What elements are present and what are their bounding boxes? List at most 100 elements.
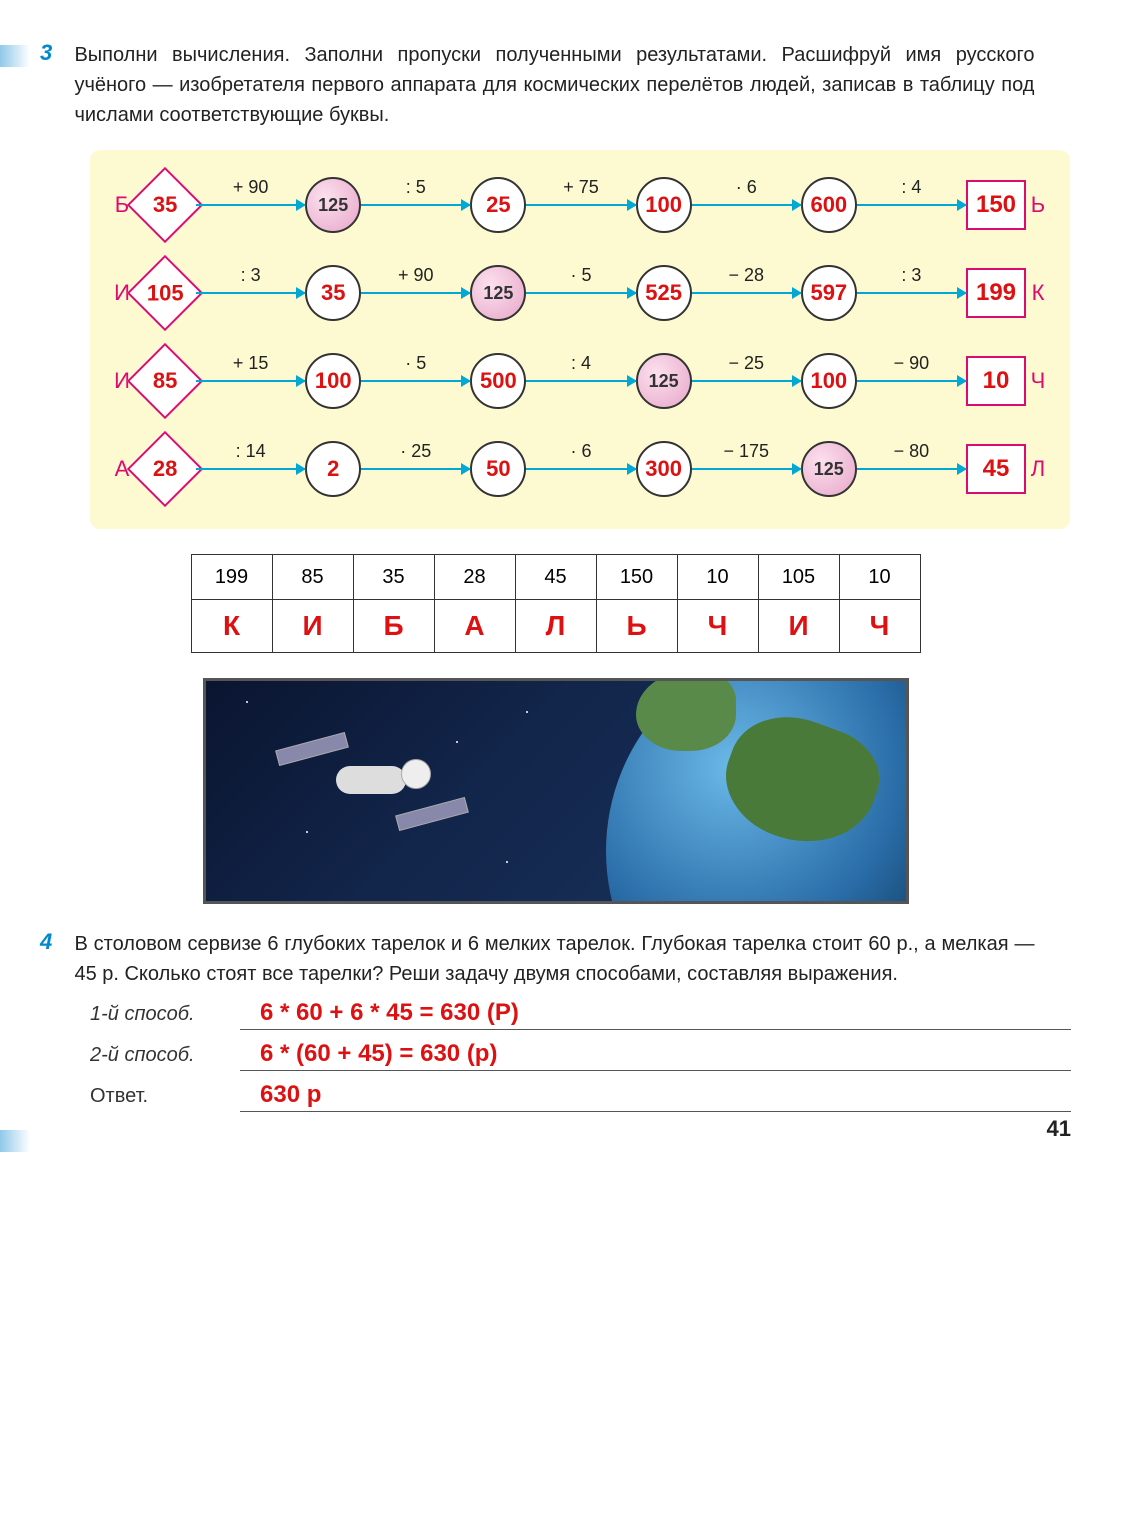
chain-circle: 35 (305, 265, 361, 321)
chain-arrow: + 15 (196, 361, 305, 401)
task-3-text: Выполни вычисления. Заполни пропуски пол… (74, 40, 1034, 130)
task-4-number: 4 (40, 929, 70, 955)
chain-arrow: : 4 (526, 361, 635, 401)
chain-operation: : 4 (857, 177, 966, 198)
chain-arrow: − 80 (857, 449, 966, 489)
chain-row: А28: 142· 2550· 6300− 175125− 8045Л (110, 439, 1050, 499)
chain-circle: 600 (801, 177, 857, 233)
chain-arrow: − 90 (857, 361, 966, 401)
final-answer: 630 р (240, 1081, 1071, 1112)
chain-circle: 50 (470, 441, 526, 497)
decode-letter-cell: Б (353, 600, 434, 653)
chain-operation: · 6 (692, 177, 801, 198)
chain-row: Б35+ 90125: 525+ 75100· 6600: 4150Ь (110, 175, 1050, 235)
method-2-label: 2-й способ. (90, 1044, 240, 1067)
chain-end-letter: Ь (1026, 192, 1050, 218)
task-4: 4 В столовом сервизе 6 глубоких тарелок … (40, 929, 1071, 989)
chain-operation: + 75 (526, 177, 635, 198)
chain-end-letter: Ч (1026, 368, 1050, 394)
decode-num-cell: 10 (839, 555, 920, 600)
chain-operation: + 15 (196, 353, 305, 374)
chain-circle-pink: 125 (636, 353, 692, 409)
decode-letter-cell: К (191, 600, 272, 653)
chain-operation: − 28 (692, 265, 801, 286)
decode-letter-cell: И (758, 600, 839, 653)
chain-operation: · 5 (361, 353, 470, 374)
chain-circle: 2 (305, 441, 361, 497)
decode-letter-cell: Ч (839, 600, 920, 653)
chain-arrow: : 5 (361, 185, 470, 225)
chain-diamond: 35 (127, 167, 203, 243)
decode-table: 199853528451501010510 КИБАЛЬЧИЧ (191, 554, 921, 653)
chain-operation: : 4 (526, 353, 635, 374)
chain-arrow: · 5 (361, 361, 470, 401)
chain-circle: 100 (305, 353, 361, 409)
chain-operation: − 175 (692, 441, 801, 462)
chain-diamond: 28 (127, 431, 203, 507)
chain-arrow: + 90 (361, 273, 470, 313)
chain-circle: 525 (636, 265, 692, 321)
space-illustration (203, 678, 909, 904)
chain-circle: 597 (801, 265, 857, 321)
chain-operation: + 90 (361, 265, 470, 286)
decode-num-cell: 35 (353, 555, 434, 600)
method-1-label: 1-й способ. (90, 1003, 240, 1026)
chain-operation: · 25 (361, 441, 470, 462)
task-3-number: 3 (40, 40, 70, 66)
decode-num-cell: 28 (434, 555, 515, 600)
chain-diamond: 105 (127, 255, 203, 331)
chain-operation: : 3 (857, 265, 966, 286)
page-number: 41 (1047, 1116, 1071, 1142)
chain-arrow: : 14 (196, 449, 305, 489)
chain-end-letter: К (1026, 280, 1050, 306)
chain-arrow: · 6 (692, 185, 801, 225)
method-1-line: 1-й способ. 6 * 60 + 6 * 45 = 630 (Р) (90, 999, 1071, 1030)
chain-row: И85+ 15100· 5500: 4125− 25100− 9010Ч (110, 351, 1050, 411)
method-2-line: 2-й способ. 6 * (60 + 45) = 630 (р) (90, 1040, 1071, 1071)
chain-arrow: · 5 (526, 273, 635, 313)
chain-arrow: · 6 (526, 449, 635, 489)
chain-arrow: + 75 (526, 185, 635, 225)
chain-operation: − 80 (857, 441, 966, 462)
chain-operation: + 90 (196, 177, 305, 198)
chain-circle-pink: 125 (801, 441, 857, 497)
task-3: 3 Выполни вычисления. Заполни пропуски п… (40, 40, 1071, 130)
task-4-text: В столовом сервизе 6 глубоких тарелок и … (74, 929, 1034, 989)
chain-operation: · 6 (526, 441, 635, 462)
chain-circle-pink: 125 (470, 265, 526, 321)
chain-row: И105: 335+ 90125· 5525− 28597: 3199К (110, 263, 1050, 323)
decode-letter-cell: А (434, 600, 515, 653)
chain-arrow: − 175 (692, 449, 801, 489)
chain-arrow: + 90 (196, 185, 305, 225)
chain-arrow: : 3 (857, 273, 966, 313)
chain-circle: 300 (636, 441, 692, 497)
decode-letter-cell: И (272, 600, 353, 653)
chain-circle: 100 (636, 177, 692, 233)
decode-num-cell: 85 (272, 555, 353, 600)
answer-label: Ответ. (90, 1085, 240, 1108)
chain-result-box: 10 (966, 356, 1026, 406)
chain-result-box: 45 (966, 444, 1026, 494)
chain-operation: · 5 (526, 265, 635, 286)
chains-box: Б35+ 90125: 525+ 75100· 6600: 4150ЬИ105:… (90, 150, 1070, 529)
decode-letter-cell: Л (515, 600, 596, 653)
chain-operation: : 14 (196, 441, 305, 462)
chain-arrow: − 25 (692, 361, 801, 401)
chain-operation: : 5 (361, 177, 470, 198)
chain-circle: 500 (470, 353, 526, 409)
decode-num-cell: 10 (677, 555, 758, 600)
chain-circle: 25 (470, 177, 526, 233)
chain-end-letter: Л (1026, 456, 1050, 482)
decode-num-cell: 199 (191, 555, 272, 600)
method-2-answer: 6 * (60 + 45) = 630 (р) (240, 1040, 1071, 1071)
decode-num-cell: 150 (596, 555, 677, 600)
chain-arrow: − 28 (692, 273, 801, 313)
decode-num-cell: 105 (758, 555, 839, 600)
decode-letter-cell: Ч (677, 600, 758, 653)
chain-circle: 100 (801, 353, 857, 409)
chain-operation: − 25 (692, 353, 801, 374)
chain-arrow: · 25 (361, 449, 470, 489)
chain-result-box: 199 (966, 268, 1026, 318)
chain-diamond: 85 (127, 343, 203, 419)
chain-arrow: : 4 (857, 185, 966, 225)
